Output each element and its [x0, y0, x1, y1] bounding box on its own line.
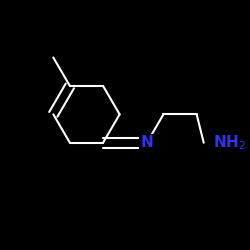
- Text: NH$_2$: NH$_2$: [213, 134, 246, 152]
- Text: N: N: [140, 135, 153, 150]
